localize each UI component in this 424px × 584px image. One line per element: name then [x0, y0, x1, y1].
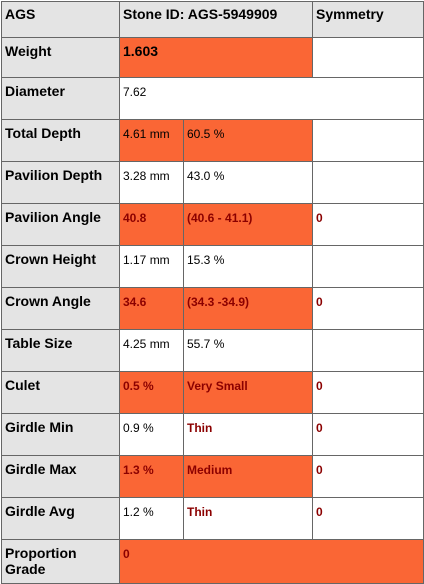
- value-cell: 0: [312, 413, 424, 456]
- row-label: Proportion Grade: [1, 539, 120, 584]
- row: Crown Height 1.17 mm 15.3 %: [1, 245, 424, 288]
- value-cell: 0.9 %: [119, 413, 184, 456]
- row: Table Size 4.25 mm 55.7 %: [1, 329, 424, 372]
- header-row: AGS Stone ID: AGS-5949909 Symmetry: [1, 1, 424, 38]
- row: Proportion Grade 0: [1, 539, 424, 584]
- row: Pavilion Angle 40.8 (40.6 - 41.1) 0: [1, 203, 424, 246]
- row-label: Crown Height: [1, 245, 120, 288]
- value-cell: 0.5 %: [119, 371, 184, 414]
- value-cell: Medium: [182, 455, 314, 498]
- row: Weight 1.603: [1, 37, 424, 78]
- empty-cell: [312, 161, 424, 204]
- row-label: Pavilion Depth: [1, 161, 120, 204]
- empty-cell: [312, 119, 424, 162]
- value-cell: 0: [312, 455, 424, 498]
- value-cell: 15.3 %: [182, 245, 314, 288]
- value-cell: 55.7 %: [182, 329, 314, 372]
- empty-cell: [312, 329, 424, 372]
- header-cell: Stone ID: AGS-5949909: [118, 1, 314, 38]
- row-label: Girdle Min: [1, 413, 120, 456]
- row-label: Weight: [1, 37, 120, 78]
- value-cell: 40.8: [119, 203, 184, 246]
- value-cell: 34.6: [119, 287, 184, 330]
- row-label: Diameter: [1, 77, 120, 120]
- row: Crown Angle 34.6 (34.3 -34.9) 0: [1, 287, 424, 330]
- row-label: Total Depth: [1, 119, 120, 162]
- row: Girdle Min 0.9 % Thin 0: [1, 413, 424, 456]
- value-cell: 1.3 %: [119, 455, 184, 498]
- value-cell: 4.61 mm: [119, 119, 184, 162]
- empty-cell: [312, 37, 424, 78]
- value-cell: 4.25 mm: [119, 329, 184, 372]
- value-cell: 0: [312, 371, 424, 414]
- header-cell: AGS: [1, 1, 120, 38]
- row-label: Pavilion Angle: [1, 203, 120, 246]
- row-label: Crown Angle: [1, 287, 120, 330]
- row: Girdle Max 1.3 % Medium 0: [1, 455, 424, 498]
- value-cell: 43.0 %: [182, 161, 314, 204]
- row-label: Table Size: [1, 329, 120, 372]
- value-cell: 3.28 mm: [119, 161, 184, 204]
- value-cell: 0: [312, 287, 424, 330]
- row: Culet 0.5 % Very Small 0: [1, 371, 424, 414]
- header-cell: Symmetry: [312, 1, 424, 38]
- row: Pavilion Depth 3.28 mm 43.0 %: [1, 161, 424, 204]
- row: Diameter 7.62: [1, 77, 424, 120]
- value-cell: 1.17 mm: [119, 245, 184, 288]
- row: Total Depth 4.61 mm 60.5 %: [1, 119, 424, 162]
- value-cell: 1.603: [118, 37, 314, 78]
- value-cell: Very Small: [182, 371, 314, 414]
- value-cell: (40.6 - 41.1): [182, 203, 314, 246]
- value-cell: 7.62: [118, 77, 424, 120]
- row-label: Culet: [1, 371, 120, 414]
- value-cell: 60.5 %: [182, 119, 314, 162]
- value-cell: 0: [312, 203, 424, 246]
- value-cell: 0: [118, 539, 424, 584]
- row-label: Girdle Max: [1, 455, 120, 498]
- value-cell: (34.3 -34.9): [182, 287, 314, 330]
- value-cell: Thin: [182, 413, 314, 456]
- empty-cell: [312, 245, 424, 288]
